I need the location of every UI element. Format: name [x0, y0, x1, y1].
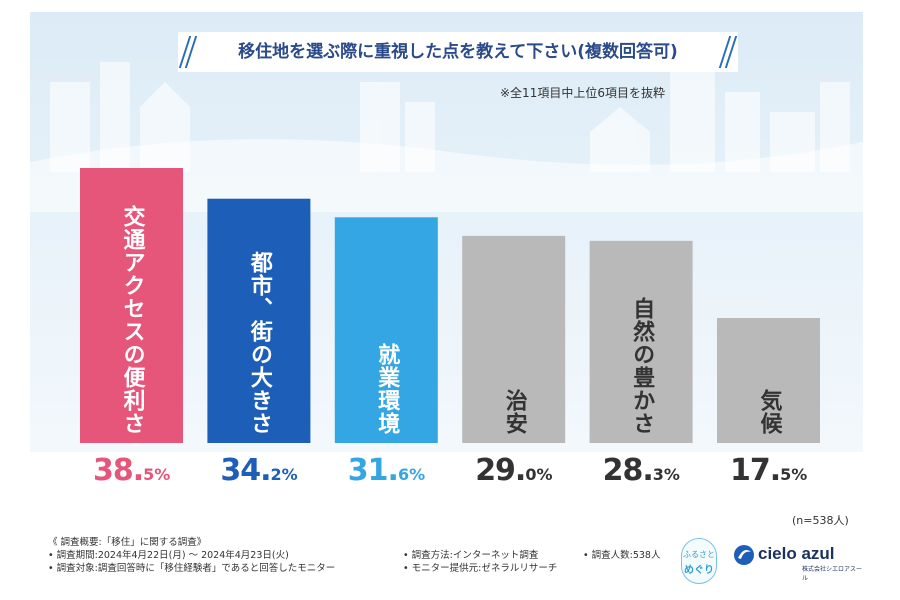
value-label-2: 34.2%: [220, 453, 298, 488]
footer-method: • 調査方法:インターネット調査: [403, 550, 539, 561]
footer-count: • 調査人数:538人: [583, 550, 661, 561]
bar-6: [717, 318, 820, 443]
bar-label-1: 交通アクセスの便利さ: [119, 205, 145, 435]
furusato-logo-line1: ふるさと: [683, 550, 715, 559]
bar-5: [589, 240, 693, 443]
cielo-azul-logo-icon: [734, 545, 754, 565]
cielo-azul-logo-sub: 株式会社シエロアスール: [802, 566, 863, 582]
value-label-3: 31.6%: [347, 453, 426, 488]
bar-label-4: 治安: [501, 389, 527, 435]
footer-provider: • モニター提供元:ゼネラルリサーチ: [403, 563, 558, 574]
furusato-meguri-logo: ふるさと めぐり: [681, 538, 717, 584]
bar-chart: [80, 168, 820, 443]
value-label-6: 17.5%: [730, 453, 808, 488]
bar-4: [462, 235, 566, 443]
footer-line-1: 《 調査概要:「移住」に関する調査》: [48, 537, 207, 548]
infographic-card: 移住地を選ぶ際に重視した点を教えて下さい(複数回答可) ※全11項目中上位6項目…: [30, 12, 863, 585]
chart-title: 移住地を選ぶ際に重視した点を教えて下さい(複数回答可): [238, 42, 678, 62]
footer-line-2: • 調査期間:2024年4月22日(月) ～ 2024年4月23日(火): [48, 550, 289, 561]
bar-2: [207, 198, 311, 443]
bar-label-2: 都市、街の大きさ: [246, 251, 272, 435]
footer-line-3: • 調査対象:調査回答時に「移住経験者」であると回答したモニター: [48, 563, 336, 574]
value-label-5: 28.3%: [602, 453, 680, 488]
furusato-logo-line2: めぐり: [684, 565, 714, 576]
value-label-1: 38.5%: [93, 453, 171, 488]
chart-note: ※全11項目中上位6項目を抜粋: [500, 86, 665, 100]
sample-size: (n=538人): [792, 514, 849, 527]
bar-3: [334, 217, 438, 443]
title-box: 移住地を選ぶ際に重視した点を教えて下さい(複数回答可): [178, 32, 738, 72]
bar-label-6: 気候: [756, 389, 782, 435]
bar-label-5: 自然の豊かさ: [629, 297, 655, 435]
bar-1: [80, 168, 183, 443]
cityscape-illustration: [30, 62, 863, 212]
bar-label-3: 就業環境: [374, 343, 400, 435]
cielo-azul-logo-text: cielo azul: [758, 544, 835, 563]
survey-footer: 《 調査概要:「移住」に関する調査》 • 調査期間:2024年4月22日(月) …: [48, 536, 660, 575]
value-label-4: 29.0%: [475, 453, 553, 488]
